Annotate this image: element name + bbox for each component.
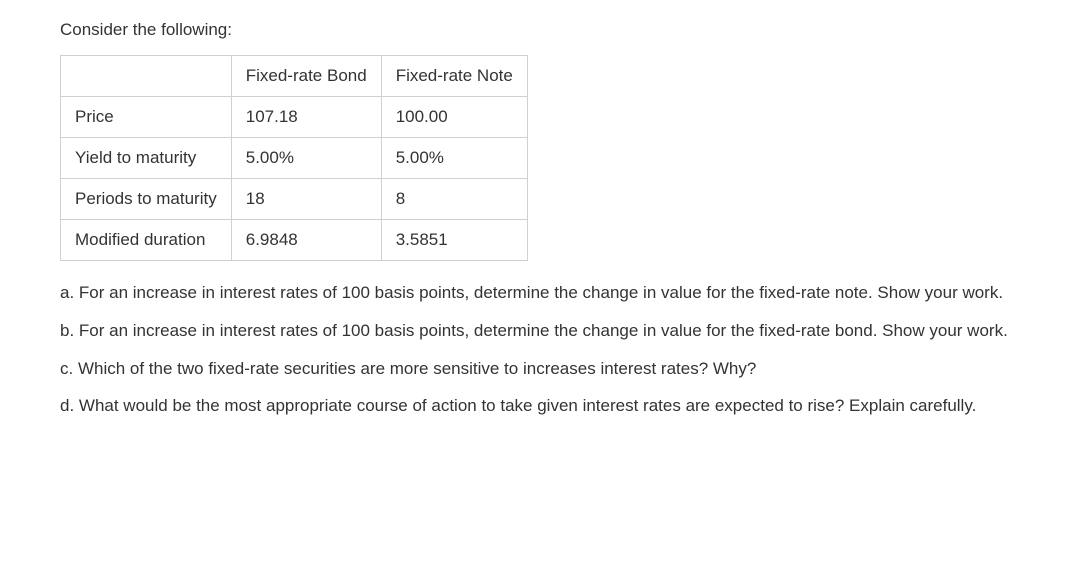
document-page: Consider the following: Fixed-rate Bond … <box>0 0 1069 565</box>
question-b: b. For an increase in interest rates of … <box>60 319 1009 343</box>
intro-text: Consider the following: <box>60 20 1009 40</box>
header-cell-bond: Fixed-rate Bond <box>231 56 381 97</box>
securities-table: Fixed-rate Bond Fixed-rate Note Price 10… <box>60 55 528 261</box>
row-label: Periods to maturity <box>61 179 232 220</box>
table-row: Price 107.18 100.00 <box>61 97 528 138</box>
question-a: a. For an increase in interest rates of … <box>60 281 1009 305</box>
header-cell-note: Fixed-rate Note <box>381 56 527 97</box>
question-d: d. What would be the most appropriate co… <box>60 394 1009 418</box>
cell-value: 3.5851 <box>381 220 527 261</box>
cell-value: 100.00 <box>381 97 527 138</box>
question-c: c. Which of the two fixed-rate securitie… <box>60 357 1009 381</box>
cell-value: 5.00% <box>231 138 381 179</box>
cell-value: 107.18 <box>231 97 381 138</box>
cell-value: 5.00% <box>381 138 527 179</box>
cell-value: 6.9848 <box>231 220 381 261</box>
row-label: Price <box>61 97 232 138</box>
row-label: Yield to maturity <box>61 138 232 179</box>
header-cell-empty <box>61 56 232 97</box>
cell-value: 18 <box>231 179 381 220</box>
table-row: Periods to maturity 18 8 <box>61 179 528 220</box>
table-row: Yield to maturity 5.00% 5.00% <box>61 138 528 179</box>
cell-value: 8 <box>381 179 527 220</box>
row-label: Modified duration <box>61 220 232 261</box>
table-header-row: Fixed-rate Bond Fixed-rate Note <box>61 56 528 97</box>
table-row: Modified duration 6.9848 3.5851 <box>61 220 528 261</box>
